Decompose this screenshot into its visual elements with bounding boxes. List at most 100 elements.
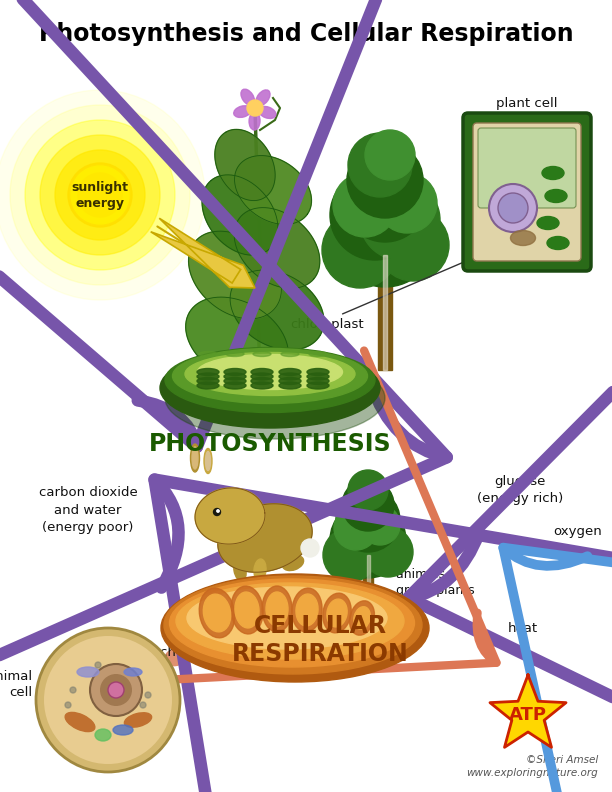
Circle shape xyxy=(489,184,537,232)
Text: animals &
green plants: animals & green plants xyxy=(396,568,475,597)
Ellipse shape xyxy=(77,667,99,677)
Ellipse shape xyxy=(262,586,292,632)
FancyBboxPatch shape xyxy=(473,123,581,261)
FancyBboxPatch shape xyxy=(478,128,576,208)
Ellipse shape xyxy=(197,382,219,389)
Ellipse shape xyxy=(258,106,276,119)
Ellipse shape xyxy=(253,352,271,356)
Ellipse shape xyxy=(192,447,198,469)
Bar xyxy=(367,555,370,635)
Ellipse shape xyxy=(251,378,273,384)
Ellipse shape xyxy=(307,373,329,380)
Ellipse shape xyxy=(292,588,322,632)
Ellipse shape xyxy=(204,448,212,474)
Circle shape xyxy=(363,527,413,577)
Circle shape xyxy=(95,662,101,668)
Ellipse shape xyxy=(249,112,260,130)
Ellipse shape xyxy=(55,150,145,240)
FancyArrowPatch shape xyxy=(0,0,446,447)
Ellipse shape xyxy=(10,105,190,285)
Ellipse shape xyxy=(545,189,567,203)
Ellipse shape xyxy=(224,368,246,375)
Ellipse shape xyxy=(170,579,414,667)
Ellipse shape xyxy=(307,368,329,375)
Ellipse shape xyxy=(165,357,385,439)
FancyArrowPatch shape xyxy=(503,547,612,792)
Ellipse shape xyxy=(349,601,375,635)
Circle shape xyxy=(322,212,398,288)
Polygon shape xyxy=(234,208,319,288)
Ellipse shape xyxy=(279,378,301,384)
Ellipse shape xyxy=(327,599,347,627)
Circle shape xyxy=(377,209,449,281)
Circle shape xyxy=(301,539,319,557)
Circle shape xyxy=(365,130,415,180)
Ellipse shape xyxy=(279,368,301,375)
Text: mitochondrion: mitochondrion xyxy=(131,646,228,660)
FancyArrowPatch shape xyxy=(408,124,612,792)
Bar xyxy=(363,555,373,635)
Ellipse shape xyxy=(234,559,246,581)
Ellipse shape xyxy=(78,173,122,217)
Text: Photosynthesis and Cellular Respiration: Photosynthesis and Cellular Respiration xyxy=(39,22,573,46)
Polygon shape xyxy=(188,231,282,319)
Polygon shape xyxy=(230,270,324,350)
Ellipse shape xyxy=(282,555,304,570)
Circle shape xyxy=(343,158,427,242)
Ellipse shape xyxy=(224,382,246,389)
Polygon shape xyxy=(218,504,312,572)
Ellipse shape xyxy=(537,216,559,230)
Ellipse shape xyxy=(176,583,404,659)
Ellipse shape xyxy=(165,348,375,413)
Ellipse shape xyxy=(200,588,235,638)
Ellipse shape xyxy=(224,373,246,380)
Circle shape xyxy=(247,100,263,116)
Ellipse shape xyxy=(161,574,429,682)
Polygon shape xyxy=(151,219,255,288)
Circle shape xyxy=(360,505,400,545)
Ellipse shape xyxy=(40,135,160,255)
Polygon shape xyxy=(195,488,265,544)
Polygon shape xyxy=(490,675,566,748)
Ellipse shape xyxy=(65,713,95,732)
Circle shape xyxy=(217,510,219,512)
Ellipse shape xyxy=(231,586,263,634)
Ellipse shape xyxy=(281,352,299,356)
Circle shape xyxy=(70,687,76,693)
Ellipse shape xyxy=(197,378,219,384)
FancyBboxPatch shape xyxy=(463,113,591,271)
Ellipse shape xyxy=(256,90,270,105)
Ellipse shape xyxy=(307,382,329,389)
Text: CELLULAR
RESPIRATION: CELLULAR RESPIRATION xyxy=(231,614,408,666)
Ellipse shape xyxy=(25,120,175,270)
Polygon shape xyxy=(215,129,275,200)
Circle shape xyxy=(100,674,132,706)
Ellipse shape xyxy=(160,348,380,428)
Polygon shape xyxy=(234,155,312,224)
Text: sunlight
energy: sunlight energy xyxy=(72,181,129,210)
Ellipse shape xyxy=(279,373,301,380)
FancyArrowPatch shape xyxy=(158,351,496,680)
Circle shape xyxy=(330,170,420,260)
Text: carbon dioxide
and water
(energy poor): carbon dioxide and water (energy poor) xyxy=(39,486,137,534)
Ellipse shape xyxy=(113,725,133,735)
Ellipse shape xyxy=(547,237,569,249)
Text: plant cell: plant cell xyxy=(496,97,558,110)
Text: animal
cell: animal cell xyxy=(0,671,32,699)
Ellipse shape xyxy=(309,352,327,356)
Circle shape xyxy=(36,628,180,772)
Ellipse shape xyxy=(307,378,329,384)
Circle shape xyxy=(330,502,406,578)
Text: oxygen: oxygen xyxy=(554,525,602,538)
Ellipse shape xyxy=(68,163,132,227)
Ellipse shape xyxy=(124,713,152,727)
Circle shape xyxy=(108,682,124,698)
Circle shape xyxy=(333,183,437,287)
Text: heat: heat xyxy=(508,622,538,634)
Ellipse shape xyxy=(510,230,536,246)
Circle shape xyxy=(140,702,146,708)
Ellipse shape xyxy=(185,352,355,395)
Ellipse shape xyxy=(224,378,246,384)
Circle shape xyxy=(336,488,400,552)
Ellipse shape xyxy=(124,668,142,676)
